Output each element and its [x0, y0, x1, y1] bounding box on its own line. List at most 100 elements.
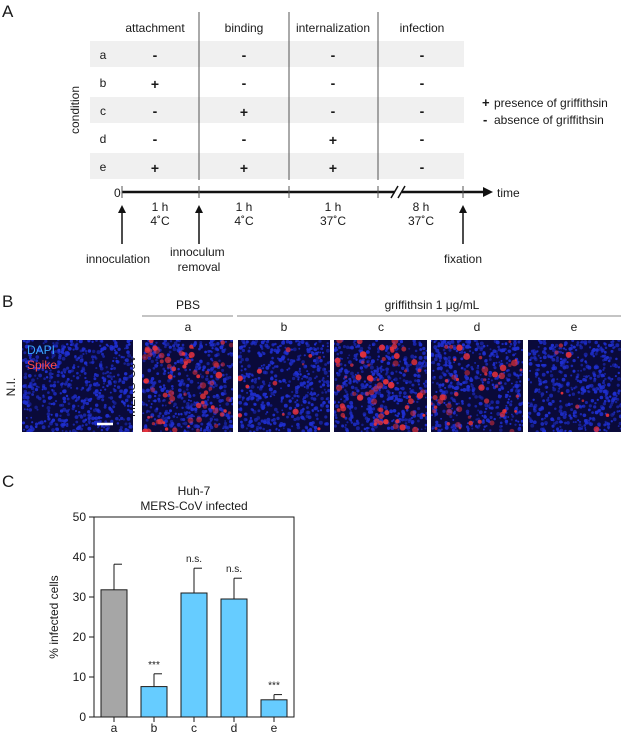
- mark-d-infection: -: [420, 131, 425, 147]
- dapi-nucleus: [252, 410, 257, 414]
- dapi-nucleus: [97, 383, 101, 387]
- timeline-break-gap: [395, 185, 402, 199]
- dapi-nucleus: [580, 391, 585, 395]
- spike-signal: [422, 413, 426, 417]
- dapi-nucleus: [150, 403, 153, 405]
- dapi-nucleus: [62, 374, 66, 378]
- dapi-nucleus: [123, 388, 127, 392]
- x-tick-label-e: e: [271, 721, 278, 733]
- dapi-nucleus: [302, 375, 305, 378]
- dapi-nucleus: [435, 423, 440, 428]
- dapi-nucleus: [556, 430, 561, 432]
- dapi-nucleus: [509, 403, 513, 407]
- dapi-nucleus: [442, 364, 445, 367]
- dapi-nucleus: [508, 395, 511, 398]
- dapi-nucleus: [566, 383, 569, 386]
- dapi-nucleus: [281, 358, 285, 361]
- spike-signal: [482, 378, 487, 382]
- dapi-nucleus: [115, 416, 119, 421]
- dapi-nucleus: [501, 386, 505, 390]
- dapi-nucleus: [509, 422, 512, 425]
- dapi-nucleus: [407, 419, 411, 424]
- dapi-nucleus: [177, 340, 181, 343]
- dapi-nucleus: [22, 421, 26, 425]
- dapi-nucleus: [372, 416, 376, 419]
- dapi-nucleus: [563, 347, 566, 350]
- dapi-nucleus: [207, 428, 212, 432]
- dapi-nucleus: [497, 345, 500, 349]
- dapi-nucleus: [313, 392, 317, 396]
- dapi-nucleus: [344, 423, 347, 427]
- dapi-nucleus: [438, 385, 442, 389]
- dapi-nucleus: [294, 406, 297, 409]
- dapi-nucleus: [31, 393, 35, 396]
- dapi-nucleus: [41, 367, 44, 370]
- dapi-nucleus: [266, 401, 271, 406]
- dapi-nucleus: [238, 355, 241, 359]
- dapi-nucleus: [580, 340, 584, 344]
- dapi-nucleus: [609, 365, 612, 368]
- dapi-nucleus: [187, 399, 190, 402]
- dapi-nucleus: [546, 370, 549, 374]
- spike-signal: [392, 423, 399, 430]
- dapi-nucleus: [34, 422, 39, 426]
- dapi-nucleus: [193, 424, 198, 429]
- dapi-nucleus: [466, 412, 470, 415]
- dapi-nucleus: [181, 343, 185, 347]
- dapi-nucleus: [324, 415, 328, 419]
- dapi-nucleus: [417, 407, 421, 411]
- dapi-nucleus: [542, 350, 546, 354]
- y-tick-label: 50: [73, 510, 87, 524]
- spike-signal: [432, 395, 438, 401]
- dapi-nucleus: [422, 346, 426, 351]
- dapi-nucleus: [547, 354, 550, 358]
- dapi-nucleus: [604, 395, 607, 398]
- bar-d: [220, 598, 248, 718]
- dapi-nucleus: [399, 360, 402, 363]
- dapi-nucleus: [283, 360, 287, 364]
- dapi-nucleus: [26, 364, 30, 368]
- dapi-nucleus: [370, 359, 375, 364]
- dapi-nucleus: [94, 422, 98, 426]
- dapi-nucleus: [380, 365, 383, 368]
- dapi-nucleus: [288, 395, 291, 398]
- dapi-nucleus: [25, 360, 29, 364]
- micrograph-cells: [142, 340, 233, 432]
- dapi-nucleus: [577, 369, 580, 372]
- y-tick-label: 40: [73, 550, 87, 564]
- dapi-nucleus: [343, 380, 347, 383]
- dapi-nucleus: [79, 358, 84, 363]
- dapi-nucleus: [79, 374, 82, 377]
- spike-signal: [477, 419, 482, 424]
- dapi-nucleus: [417, 383, 420, 386]
- dapi-nucleus: [581, 425, 584, 428]
- dapi-nucleus: [350, 385, 355, 390]
- dapi-nucleus: [119, 426, 123, 430]
- dapi-nucleus: [512, 386, 515, 389]
- dapi-nucleus: [148, 399, 150, 402]
- dapi-nucleus: [169, 430, 172, 432]
- dapi-nucleus: [230, 388, 233, 391]
- dapi-nucleus: [188, 368, 192, 371]
- dapi-nucleus: [379, 377, 382, 380]
- dapi-nucleus: [72, 423, 75, 426]
- dapi-nucleus: [308, 382, 312, 386]
- dapi-nucleus: [51, 428, 55, 432]
- micrograph-cells: [22, 340, 133, 432]
- dapi-nucleus: [566, 360, 569, 364]
- dapi-nucleus: [76, 371, 79, 375]
- dapi-nucleus: [292, 359, 296, 363]
- dapi-nucleus: [416, 374, 421, 379]
- dapi-nucleus: [105, 366, 108, 369]
- dapi-nucleus: [47, 415, 50, 418]
- mark-e-attachment: +: [151, 160, 159, 176]
- dapi-nucleus: [447, 341, 450, 344]
- dapi-nucleus: [153, 399, 157, 403]
- dapi-nucleus: [444, 360, 448, 364]
- dapi-nucleus: [456, 340, 460, 342]
- dapi-nucleus: [280, 400, 283, 403]
- dapi-nucleus: [578, 423, 582, 427]
- dapi-nucleus: [386, 426, 391, 430]
- dapi-nucleus: [579, 345, 584, 350]
- spike-signal: [393, 353, 400, 359]
